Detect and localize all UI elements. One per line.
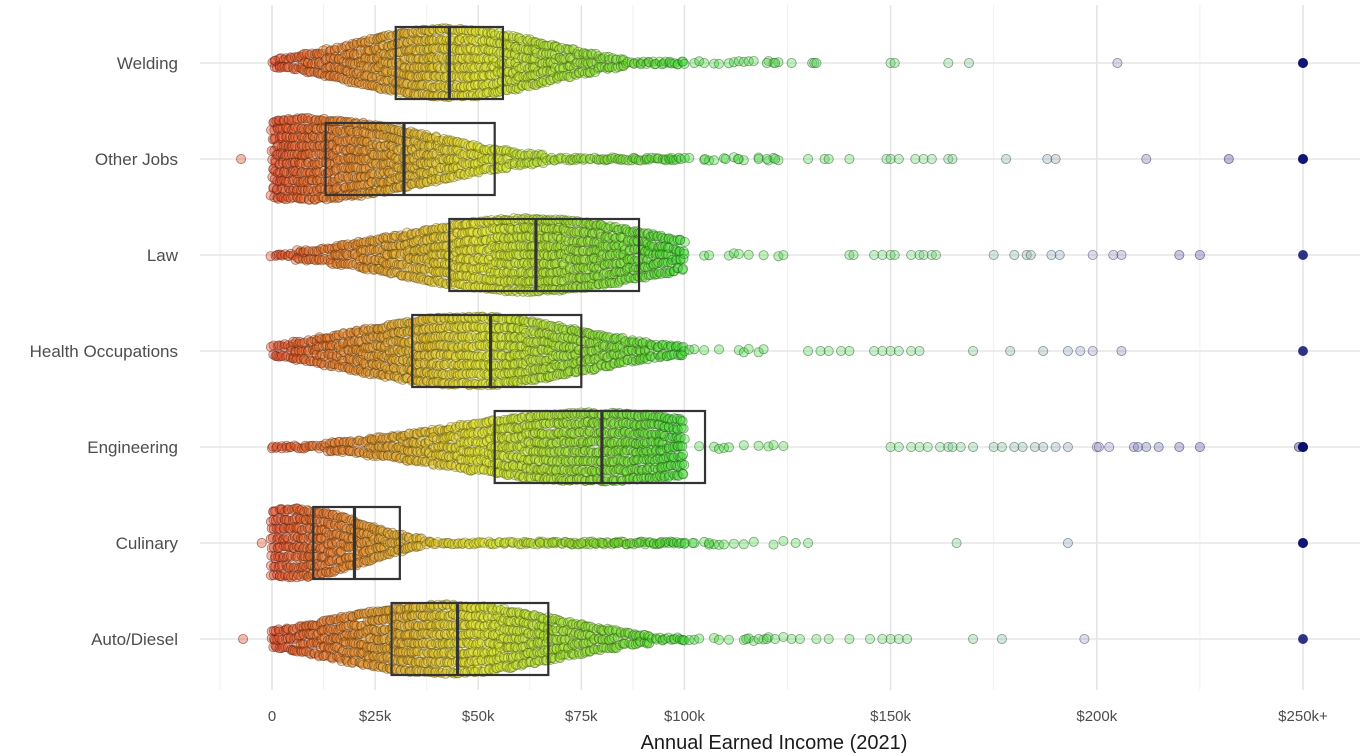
outlier-point [1174,249,1185,260]
outlier-point [1112,58,1123,69]
outlier-point [1046,249,1057,260]
data-point [743,249,754,260]
outlier-point [943,58,954,69]
outlier-point [1062,345,1073,356]
outlier-point [1050,153,1061,164]
outlier-point [1298,58,1309,69]
data-point [684,152,695,163]
outlier-point [893,345,904,356]
data-point [714,58,725,69]
data-point [679,236,690,247]
outlier-point [1001,153,1012,164]
data-point [427,43,438,54]
data-point [699,345,710,356]
outlier-point [889,58,900,69]
data-point [412,27,423,38]
outlier-point [1116,249,1127,260]
outlier-point [786,58,797,69]
outlier-point [1025,249,1036,260]
outlier-point [848,249,859,260]
outlier-point [823,345,834,356]
outlier-point [947,153,958,164]
outlier-point [1116,345,1127,356]
outlier-point [1141,153,1152,164]
outlier-point [1038,345,1049,356]
outlier-point [968,345,979,356]
data-point [679,58,690,69]
outlier-point [910,153,921,164]
outlier-point [753,153,764,164]
outlier-point [844,153,855,164]
data-point [679,248,690,259]
data-point [678,263,689,274]
outlier-point [836,345,847,356]
outlier-point [906,345,917,356]
swarm-welding [267,23,1309,103]
outlier-point [1087,345,1098,356]
outlier-point [1223,153,1234,164]
outlier-point [733,153,744,164]
data-point [689,344,700,355]
data-point [743,343,754,354]
outlier-point [964,58,975,69]
outlier-point [931,249,942,260]
outlier-point [844,345,855,356]
outlier-point [770,153,781,164]
outlier-point [926,153,937,164]
outlier-point [1194,249,1205,260]
outlier-point [1087,249,1098,260]
outlier-point [700,153,711,164]
outlier-point [1298,153,1309,164]
outlier-point [1075,345,1086,356]
data-point [704,250,715,261]
data-point [733,248,744,259]
data-point [420,70,431,81]
outlier-point [720,153,731,164]
outlier-point [893,153,904,164]
data-point [404,45,415,56]
data-point [709,155,720,166]
swarm-other-jobs [236,112,1309,205]
outlier-point [988,249,999,260]
outlier-point [1005,345,1016,356]
outlier-point [1298,249,1309,260]
data-point [758,250,769,261]
data-point [748,56,759,67]
outlier-point [803,345,814,356]
data-point [714,344,725,355]
outlier-point [770,58,781,69]
outlier-point [1298,345,1309,356]
outlier-point [1009,249,1020,260]
data-point [276,62,287,73]
data-point [699,58,710,69]
outlier-point [914,345,925,356]
outlier-point [889,249,900,260]
outlier-point [906,249,917,260]
data-point [778,250,789,261]
outlier-point [869,249,880,260]
outlier-point [823,153,834,164]
outlier-point [811,58,822,69]
outlier-point [236,153,247,164]
outlier-point [869,345,880,356]
outlier-point [803,153,814,164]
outlier-point [1054,249,1065,260]
data-point [758,344,769,355]
outlier-point [1042,153,1053,164]
